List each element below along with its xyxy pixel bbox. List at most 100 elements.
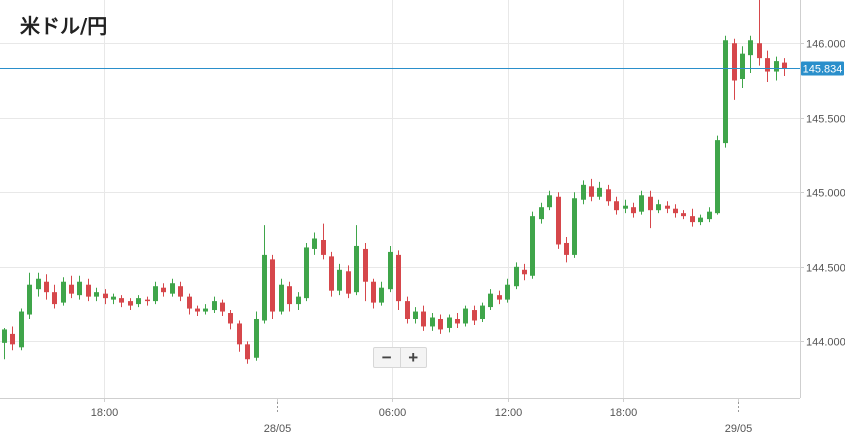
candle-body: [245, 344, 250, 360]
candle-down: [195, 305, 200, 317]
candle-up: [715, 135, 720, 215]
candle-body: [639, 195, 644, 212]
candle-body: [296, 296, 301, 305]
candle-down: [44, 274, 49, 300]
y-tick-label: 145.500: [806, 114, 845, 126]
candle-body: [656, 204, 661, 211]
candle-body: [673, 208, 678, 214]
grid-lines: [0, 0, 800, 412]
candle-body: [396, 254, 401, 302]
candle-up: [698, 214, 703, 226]
candle-down: [321, 223, 326, 260]
candle-up: [170, 278, 175, 297]
candle-body: [279, 284, 284, 312]
candle-down: [86, 278, 91, 302]
candle-body: [337, 269, 342, 291]
zoom-out-button[interactable]: −: [381, 348, 392, 367]
candle-body: [44, 281, 49, 293]
candle-down: [497, 290, 502, 305]
candle-body: [732, 43, 737, 81]
candle-up: [530, 211, 535, 279]
candle-up: [304, 242, 309, 302]
candle-down: [119, 295, 124, 308]
x-tick-label: 18:00: [91, 407, 119, 419]
candle-body: [765, 58, 770, 72]
candle-body: [539, 207, 544, 220]
candle-body: [136, 298, 141, 305]
candle-body: [94, 292, 99, 297]
candle-up: [539, 202, 544, 224]
candle-up: [136, 295, 141, 308]
candle-up: [740, 46, 745, 88]
candle-body: [237, 323, 242, 345]
candle-body: [145, 299, 150, 302]
candle-up: [623, 199, 628, 214]
candle-body: [354, 245, 359, 293]
candle-down: [732, 38, 737, 100]
candle-down: [614, 196, 619, 215]
candle-body: [103, 293, 108, 299]
candle-body: [740, 53, 745, 80]
candle-up: [388, 245, 393, 293]
candle-body: [488, 293, 493, 308]
candles: [2, 0, 787, 364]
candle-body: [606, 189, 611, 202]
axes: [0, 0, 801, 399]
candle-body: [388, 251, 393, 290]
candle-body: [438, 318, 443, 330]
candle-up: [203, 304, 208, 315]
candle-up: [254, 311, 259, 361]
candle-body: [707, 211, 712, 220]
current-price-label: 145.834: [803, 64, 843, 76]
candle-up: [581, 180, 586, 205]
candle-body: [170, 283, 175, 294]
candle-up: [430, 313, 435, 331]
x-tick-label: 18:00: [610, 407, 638, 419]
candle-up: [312, 232, 317, 255]
candle-body: [698, 217, 703, 223]
candle-body: [463, 308, 468, 324]
candle-body: [514, 266, 519, 287]
candle-body: [614, 201, 619, 211]
candle-down: [455, 313, 460, 328]
zoom-in-button[interactable]: +: [408, 348, 419, 367]
candle-body: [153, 286, 158, 302]
candle-body: [447, 317, 452, 328]
candle-down: [145, 296, 150, 306]
y-axis-ticks: 146.000 145.500 145.000 144.500 144.000: [800, 39, 845, 349]
candle-down: [438, 314, 443, 334]
candle-down: [10, 326, 15, 351]
candle-up: [514, 262, 519, 290]
candle-up: [547, 190, 552, 211]
candle-body: [128, 301, 133, 306]
candle-body: [270, 259, 275, 312]
candle-down: [287, 281, 292, 312]
candle-body: [111, 296, 116, 300]
candle-down: [631, 202, 636, 218]
candle-up: [111, 293, 116, 305]
candle-body: [631, 207, 636, 214]
candle-body: [10, 333, 15, 345]
chart-title: 米ドル/円: [20, 14, 108, 38]
candle-down: [782, 58, 787, 77]
candle-up: [707, 207, 712, 223]
candle-up: [27, 272, 32, 319]
candle-down: [522, 263, 527, 281]
zoom-controls: − +: [373, 347, 427, 368]
candle-body: [648, 196, 653, 211]
candle-body: [119, 298, 124, 303]
candle-up: [19, 308, 24, 351]
candle-down: [606, 184, 611, 206]
candle-up: [639, 190, 644, 215]
candle-down: [681, 210, 686, 220]
candle-down: [103, 289, 108, 305]
candle-body: [195, 308, 200, 312]
candle-body: [212, 301, 217, 311]
price-label-bg: [801, 61, 844, 76]
current-price-line: 145.834: [0, 61, 844, 76]
candle-up: [505, 278, 510, 303]
candle-down: [589, 178, 594, 202]
candle-body: [262, 254, 267, 321]
candle-down: [228, 310, 233, 330]
